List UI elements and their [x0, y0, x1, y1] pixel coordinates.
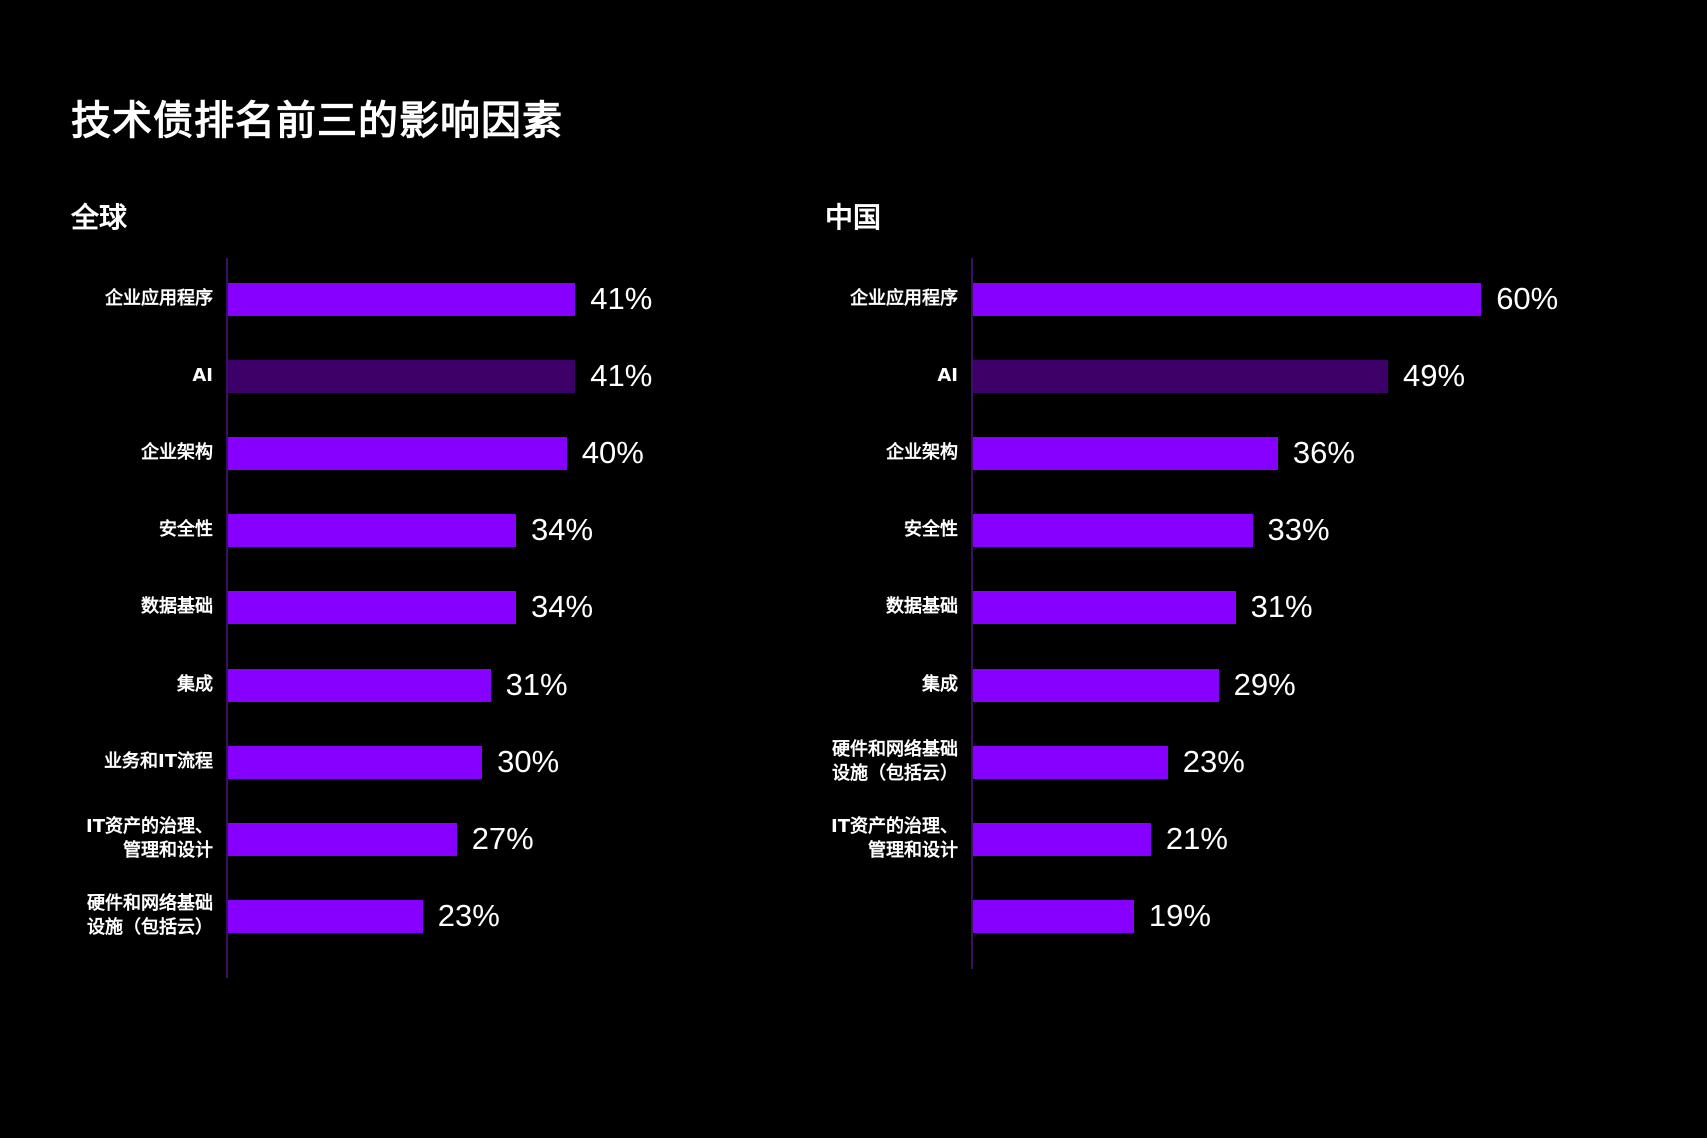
bar — [973, 822, 1151, 856]
chart-title: 技术债排名前三的影响因素 — [71, 98, 563, 144]
bar — [973, 360, 1389, 394]
value-label: 19% — [1148, 897, 1211, 933]
category-label: 硬件和网络基础 设施（包括云） — [832, 738, 958, 784]
category-label: 硬件和网络基础 设施（包括云） — [87, 892, 213, 938]
category-label: 企业应用程序 — [850, 288, 958, 309]
category-label: IT资产的治理、 管理和设计 — [86, 815, 213, 861]
y-axis-line — [971, 258, 973, 969]
bar — [973, 668, 1219, 702]
value-label: 40% — [581, 435, 644, 471]
bar — [228, 591, 516, 625]
bar — [228, 360, 576, 394]
value-label: 60% — [1496, 281, 1559, 316]
category-label: 企业架构 — [141, 442, 213, 464]
category-label: 安全性 — [904, 519, 958, 541]
bar — [973, 437, 1278, 471]
bar — [973, 591, 1236, 625]
value-label: 41% — [590, 358, 653, 394]
y-axis-line — [226, 258, 228, 978]
value-label: 49% — [1403, 358, 1466, 394]
category-label: 数据基础 — [886, 596, 958, 618]
panel-title-china: 中国 — [825, 201, 882, 234]
category-label: 企业架构 — [886, 442, 958, 464]
value-label: 30% — [497, 743, 560, 779]
bar — [973, 514, 1253, 548]
value-label: 31% — [1250, 589, 1313, 625]
category-label: 业务和IT流程 — [104, 750, 213, 772]
value-label: 36% — [1292, 435, 1355, 471]
value-label: 34% — [530, 589, 594, 625]
value-label: 33% — [1267, 512, 1330, 548]
bar — [973, 899, 1134, 933]
category-label: 集成 — [922, 673, 958, 695]
value-label: 23% — [1182, 743, 1245, 779]
category-label: AI — [937, 365, 958, 387]
category-label: 企业应用程序 — [105, 288, 213, 309]
value-label: 34% — [530, 512, 594, 548]
bar — [228, 822, 457, 856]
bar — [973, 745, 1168, 779]
bar — [228, 437, 567, 471]
category-label: 集成 — [177, 673, 213, 695]
value-label: 27% — [471, 820, 534, 856]
panel-title-global: 全球 — [71, 201, 128, 234]
value-label: 31% — [505, 666, 568, 702]
bar — [228, 745, 483, 779]
category-label: AI — [192, 365, 213, 387]
value-label: 21% — [1165, 820, 1228, 856]
category-label: 数据基础 — [141, 596, 213, 618]
value-label: 41% — [590, 281, 653, 316]
category-label: IT资产的治理、 管理和设计 — [831, 815, 958, 861]
value-label: 23% — [437, 897, 500, 933]
category-label: 安全性 — [159, 519, 213, 541]
bar — [228, 668, 491, 702]
value-label: 29% — [1233, 666, 1296, 702]
bar — [973, 283, 1482, 316]
bar — [228, 514, 516, 548]
bar — [228, 899, 423, 933]
bar — [228, 283, 576, 316]
